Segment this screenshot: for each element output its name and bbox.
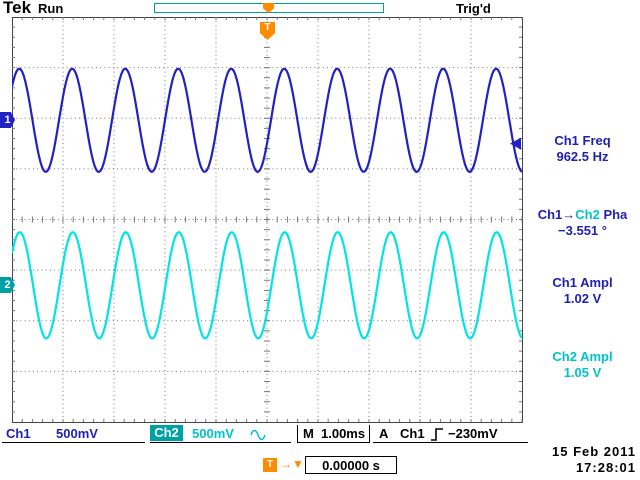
trigger-position-indicator — [263, 3, 274, 13]
time-display: 17:28:01 — [575, 460, 636, 475]
measurement-ch1-ampl: Ch1 Ampl 1.02 V — [525, 275, 640, 307]
ch1-scale-value: 500mV — [56, 426, 98, 441]
ch2-scale-label: Ch2 — [150, 425, 183, 441]
phase-label-ch2: Ch2 — [575, 207, 600, 222]
acquisition-state: Run — [38, 1, 64, 16]
trigger-level-value: −230mV — [448, 426, 498, 441]
trigger-slope-icon — [431, 428, 443, 441]
ch1-underline — [2, 442, 145, 443]
ch2-coupling-icon — [250, 429, 266, 441]
measurement-value: 962.5 Hz — [556, 149, 609, 164]
measurement-ch2-ampl: Ch2 Ampl 1.05 V — [525, 349, 640, 381]
ch1-badge: 1 — [0, 112, 15, 128]
tek-logo: Tek — [3, 0, 32, 17]
measurement-value: 1.05 V — [563, 365, 602, 380]
measurement-ch1-freq: Ch1 Freq 962.5 Hz — [525, 133, 640, 165]
timebase-separator-right — [369, 425, 370, 442]
timebase-separator-left — [297, 425, 298, 442]
date-display: 15 Feb 2011 — [552, 444, 636, 459]
timebase-value: 1.00ms — [321, 426, 366, 441]
measurement-phase: Ch1→Ch2 Pha −3.551 ° — [525, 207, 640, 239]
horizontal-t-marker: T — [263, 458, 277, 472]
measurement-value: 1.02 V — [563, 291, 602, 306]
trigger-source-label: Ch1 — [400, 426, 425, 441]
datetime-display: 15 Feb 2011 17:28:01 — [552, 444, 636, 476]
t-arrow-icon: →▼ — [280, 457, 304, 471]
measurement-label: Ch1 Ampl — [552, 275, 613, 290]
phase-label-ch1: Ch1→ — [537, 207, 576, 222]
trigger-time-marker: T — [260, 22, 275, 40]
ch2-badge: 2 — [0, 277, 15, 293]
ch2-scale-value: 500mV — [192, 426, 234, 441]
timebase-label: M — [303, 426, 314, 441]
trigger-underline — [373, 442, 528, 443]
trigger-a-label: A — [379, 426, 389, 441]
graticule — [12, 17, 523, 423]
ch2-underline — [150, 442, 291, 443]
ch2-waveform — [12, 231, 523, 340]
phase-label-suffix: Pha — [599, 207, 628, 222]
horizontal-position-readout: 0.00000 s — [305, 456, 397, 474]
ch1-waveform — [12, 67, 523, 173]
trigger-status: Trig'd — [456, 1, 491, 16]
measurement-label: Ch1 Freq — [554, 133, 611, 148]
measurement-label: Ch1→Ch2 Pha — [525, 207, 640, 223]
measurement-value: −3.551 ° — [558, 223, 607, 238]
ch1-scale-label: Ch1 — [6, 426, 31, 441]
measurement-label: Ch2 Ampl — [552, 349, 613, 364]
timebase-underline — [297, 442, 370, 443]
trigger-level-marker — [510, 137, 521, 150]
